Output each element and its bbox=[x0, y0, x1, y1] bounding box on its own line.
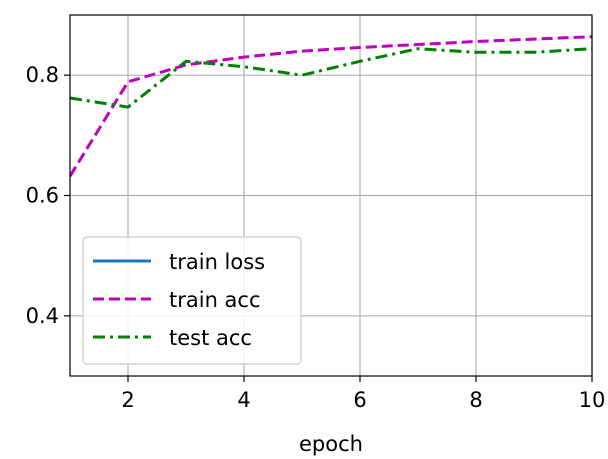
legend-box bbox=[82, 236, 302, 365]
legend-label: train loss bbox=[169, 250, 265, 274]
legend: train loss train acc test acc bbox=[82, 236, 302, 365]
x-tick-label: 8 bbox=[469, 388, 482, 412]
x-tick-label: 2 bbox=[121, 388, 134, 412]
y-tick-label: 0.8 bbox=[26, 63, 59, 87]
legend-label: test acc bbox=[169, 326, 252, 350]
y-tick-label: 0.4 bbox=[26, 304, 59, 328]
grid bbox=[70, 15, 593, 376]
y-tick-label: 0.6 bbox=[26, 184, 59, 208]
x-tick-label: 6 bbox=[353, 388, 366, 412]
legend-label: train acc bbox=[169, 288, 261, 312]
x-tick-label: 4 bbox=[237, 388, 250, 412]
series-layer bbox=[70, 35, 592, 177]
x-axis-title: epoch bbox=[299, 432, 363, 456]
series-line-test-acc bbox=[70, 47, 592, 109]
x-tick-label: 10 bbox=[579, 388, 606, 412]
ticks: 2 4 6 8 10 0.4 0.6 0.8 bbox=[26, 63, 606, 412]
